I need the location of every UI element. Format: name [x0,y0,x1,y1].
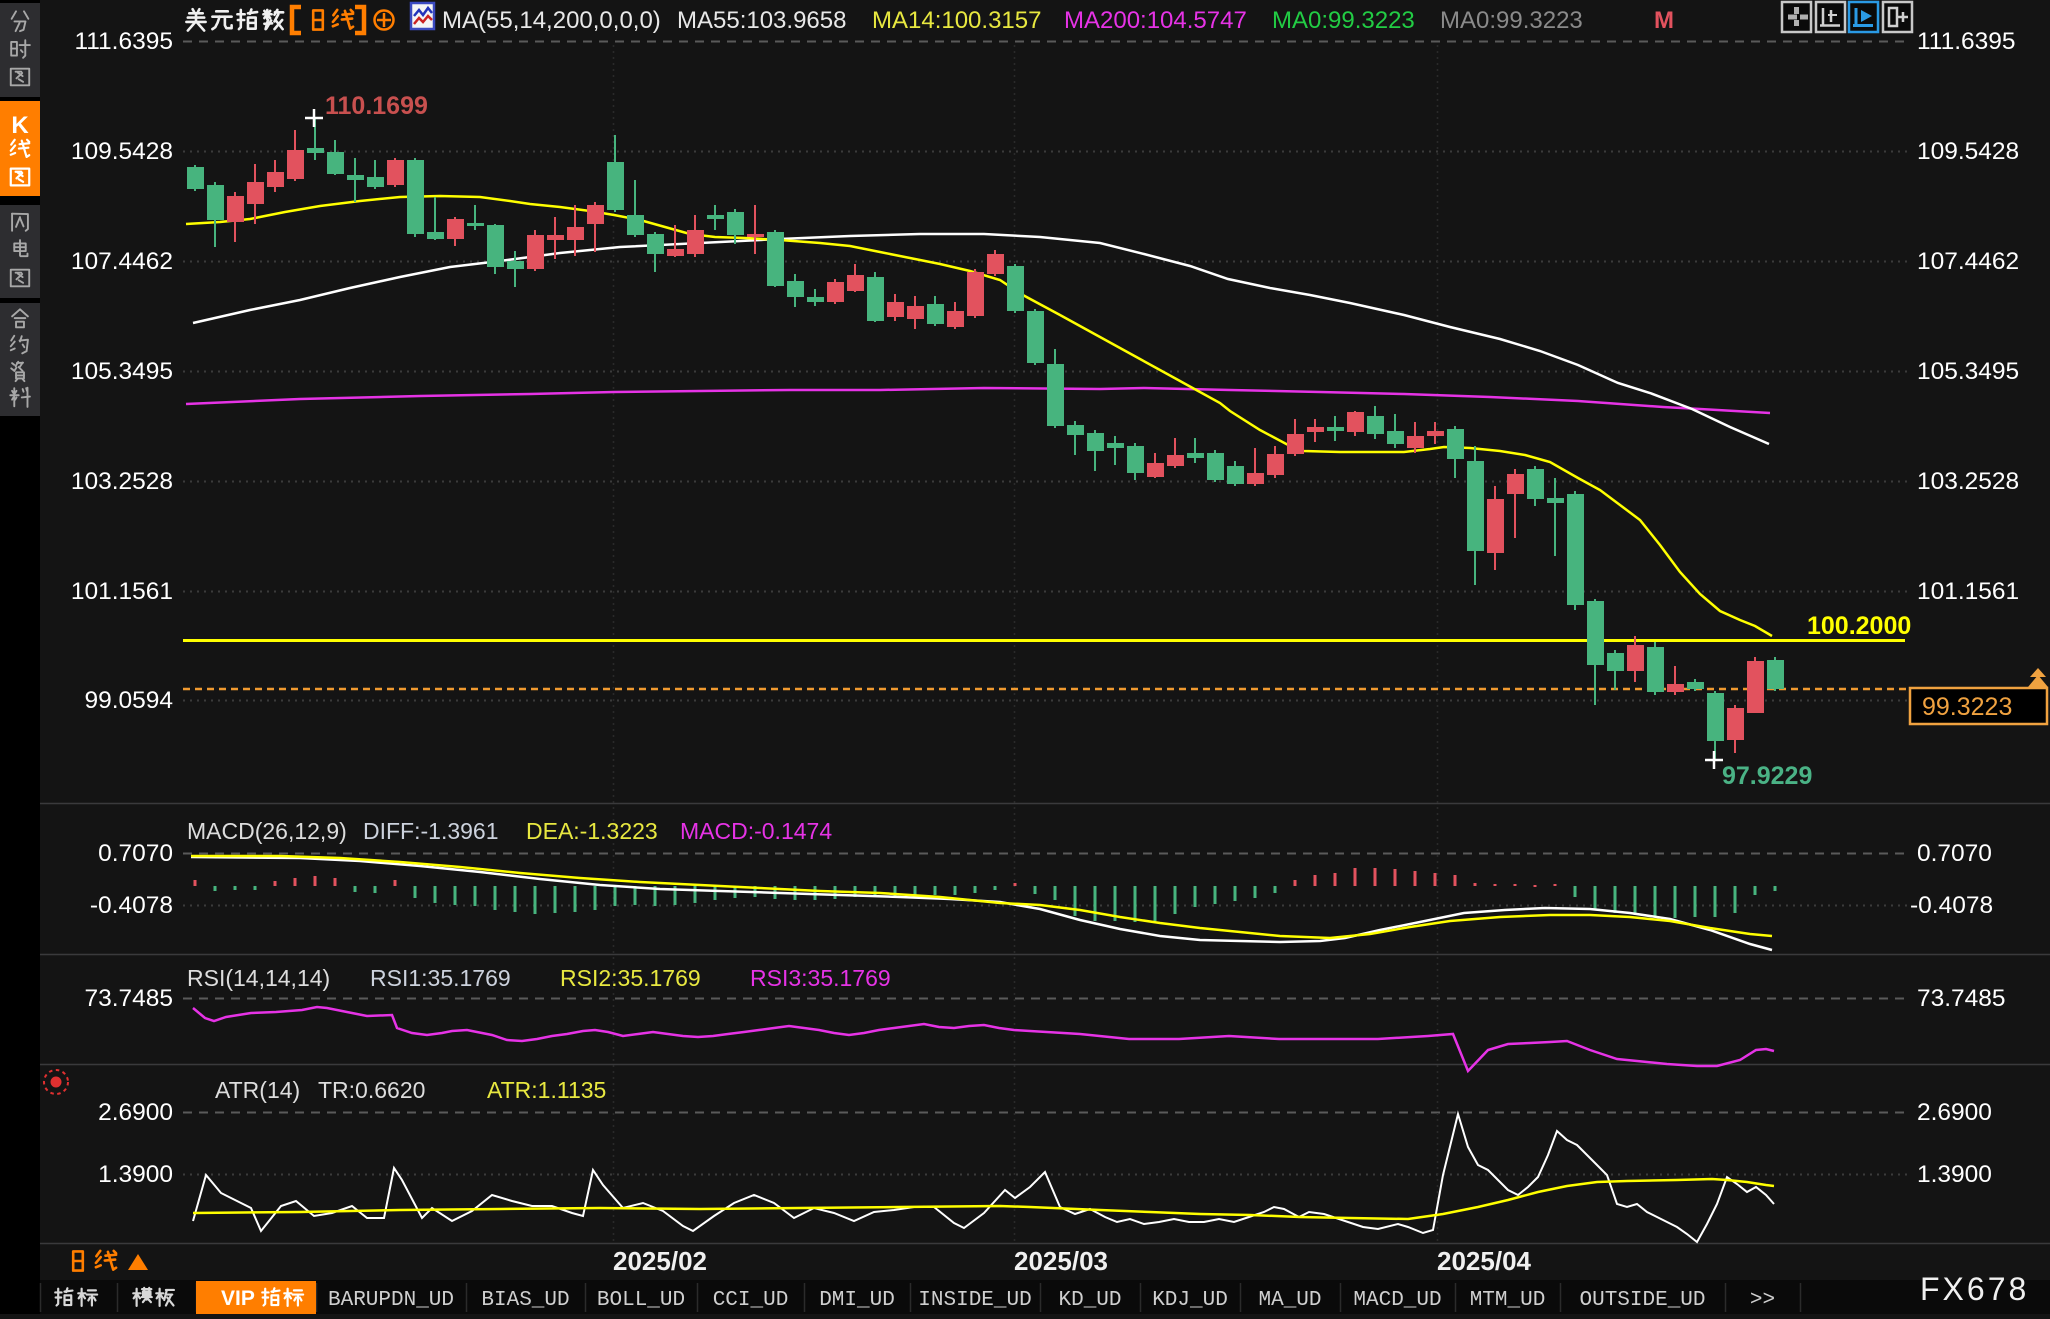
svg-text:M: M [1654,7,1674,34]
svg-text:-0.4078: -0.4078 [1910,892,1993,919]
svg-text:>>: >> [1750,1289,1775,1312]
svg-text:MACD_UD: MACD_UD [1353,1289,1441,1312]
svg-text:2.6900: 2.6900 [98,1099,173,1126]
svg-text:0.7070: 0.7070 [1917,840,1992,867]
svg-text:2.6900: 2.6900 [1917,1099,1992,1126]
svg-text:107.4462: 107.4462 [1917,248,2019,275]
svg-text:MA(55,14,200,0,0,0): MA(55,14,200,0,0,0) [442,7,661,34]
svg-text:RSI1:35.1769: RSI1:35.1769 [370,965,511,991]
svg-text:MACD(26,12,9): MACD(26,12,9) [187,818,347,844]
svg-text:MA200:104.5747: MA200:104.5747 [1064,7,1247,34]
svg-text:CCI_UD: CCI_UD [713,1289,789,1312]
svg-text:2025/03: 2025/03 [1014,1246,1108,1276]
svg-text:107.4462: 107.4462 [71,248,173,275]
svg-text:VIP: VIP [221,1287,255,1310]
svg-text:-0.4078: -0.4078 [90,892,173,919]
svg-text:BARUPDN_UD: BARUPDN_UD [328,1289,454,1312]
svg-text:99.0594: 99.0594 [84,687,173,714]
svg-text:ATR:1.1135: ATR:1.1135 [487,1077,606,1103]
svg-text:110.1699: 110.1699 [325,92,428,120]
svg-text:105.3495: 105.3495 [1917,358,2019,385]
svg-text:MA14:100.3157: MA14:100.3157 [872,7,1041,34]
svg-text:MTM_UD: MTM_UD [1470,1289,1546,1312]
svg-text:KD_UD: KD_UD [1058,1289,1121,1312]
svg-text:FX678: FX678 [1920,1271,2029,1307]
svg-text:BIAS_UD: BIAS_UD [481,1289,569,1312]
svg-text:INSIDE_UD: INSIDE_UD [918,1289,1031,1312]
svg-text:105.3495: 105.3495 [71,358,173,385]
svg-text:1.3900: 1.3900 [98,1161,173,1188]
svg-text:RSI2:35.1769: RSI2:35.1769 [560,965,701,991]
svg-text:2025/02: 2025/02 [613,1246,707,1276]
svg-text:111.6395: 111.6395 [74,28,173,55]
svg-text:73.7485: 73.7485 [1917,985,2006,1012]
svg-text:OUTSIDE_UD: OUTSIDE_UD [1579,1289,1705,1312]
svg-text:101.1561: 101.1561 [1917,578,2019,605]
svg-text:KDJ_UD: KDJ_UD [1152,1289,1228,1312]
svg-text:101.1561: 101.1561 [71,578,173,605]
svg-text:99.3223: 99.3223 [1922,693,2012,721]
svg-text:103.2528: 103.2528 [71,468,173,495]
svg-text:DEA:-1.3223: DEA:-1.3223 [526,818,658,844]
svg-text:97.9229: 97.9229 [1722,762,1812,790]
svg-text:DMI_UD: DMI_UD [819,1289,895,1312]
svg-text:DIFF:-1.3961: DIFF:-1.3961 [363,818,499,844]
svg-text:MA0:99.3223: MA0:99.3223 [1440,7,1583,34]
svg-text:2025/04: 2025/04 [1437,1246,1532,1276]
svg-text:109.5428: 109.5428 [71,138,173,165]
svg-text:K: K [11,112,29,139]
svg-text:RSI3:35.1769: RSI3:35.1769 [750,965,891,991]
svg-text:BOLL_UD: BOLL_UD [597,1289,685,1312]
svg-text:MA0:99.3223: MA0:99.3223 [1272,7,1415,34]
svg-text:109.5428: 109.5428 [1917,138,2019,165]
svg-text:ATR(14): ATR(14) [215,1077,300,1103]
svg-text:TR:0.6620: TR:0.6620 [318,1077,425,1103]
svg-text:73.7485: 73.7485 [84,985,173,1012]
svg-text:111.6395: 111.6395 [1917,28,2016,55]
svg-text:0.7070: 0.7070 [98,840,173,867]
svg-text:RSI(14,14,14): RSI(14,14,14) [187,965,330,991]
svg-text:103.2528: 103.2528 [1917,468,2019,495]
svg-text:MACD:-0.1474: MACD:-0.1474 [680,818,832,844]
svg-text:MA_UD: MA_UD [1258,1289,1321,1312]
svg-text:100.2000: 100.2000 [1807,612,1911,640]
svg-text:1.3900: 1.3900 [1917,1161,1992,1188]
svg-text:MA55:103.9658: MA55:103.9658 [677,7,846,34]
